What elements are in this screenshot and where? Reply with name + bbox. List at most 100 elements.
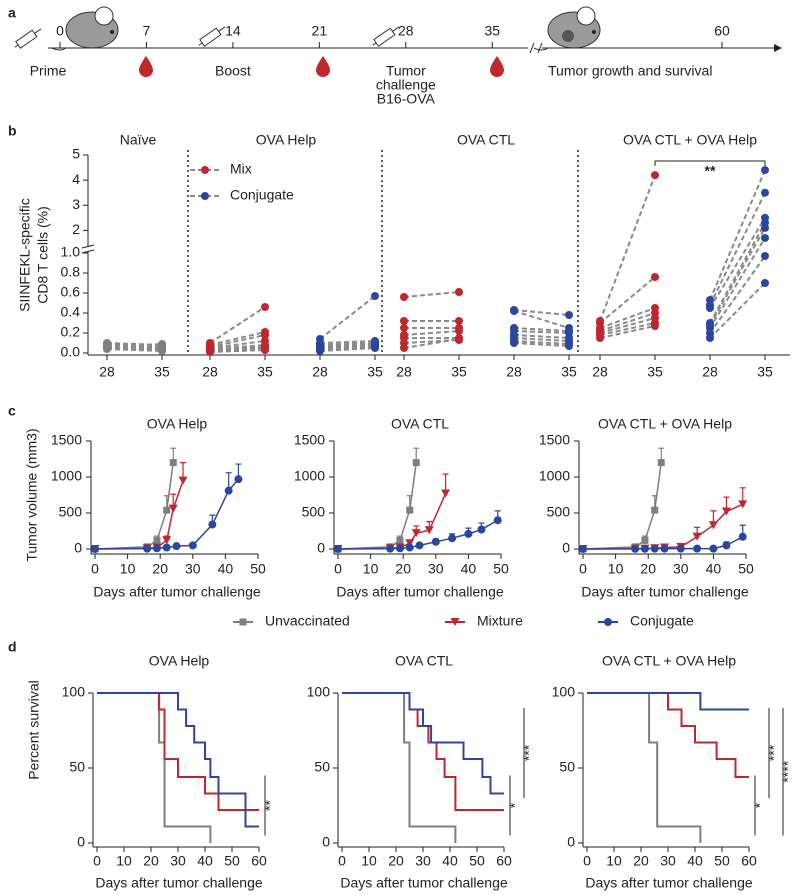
x-tick-label: 35	[647, 364, 663, 380]
x-tick-label: 10	[361, 853, 377, 869]
marker	[464, 529, 473, 538]
y-tick-label: 0	[77, 834, 85, 850]
x-tick-label: 20	[640, 561, 656, 577]
x-tick-label: 40	[461, 561, 477, 577]
x-tick-label: 20	[152, 561, 168, 577]
marker	[424, 526, 434, 535]
legend-label: Unvaccinated	[265, 613, 350, 629]
timeline-day: 60	[714, 23, 730, 39]
timeline-label: Tumor	[386, 63, 426, 79]
panel-label: c	[8, 403, 16, 419]
x-tick-label: 28	[506, 364, 522, 380]
x-tick-label: 28	[99, 364, 115, 380]
marker	[450, 618, 460, 626]
marker	[604, 618, 612, 626]
group-title: OVA CTL	[457, 132, 515, 148]
dot	[706, 304, 714, 312]
significance: *	[507, 802, 523, 808]
y-tick-label: 2	[72, 221, 80, 237]
y-tick-label: 4	[72, 171, 80, 187]
pair-line	[209, 306, 266, 344]
x-tick-label: 35	[757, 364, 773, 380]
pair-line	[513, 337, 570, 342]
pair-line	[709, 169, 766, 301]
series-line	[582, 536, 744, 550]
chart-title: OVA CTL	[391, 416, 449, 432]
timeline-label: B16-OVA	[377, 91, 436, 107]
x-tick-label: 50	[224, 853, 240, 869]
dot	[400, 317, 408, 325]
x-tick-label: 20	[388, 853, 404, 869]
syringe-icon	[14, 28, 42, 49]
dot	[651, 171, 659, 180]
x-tick-label: 35	[367, 364, 383, 380]
marker	[188, 541, 197, 550]
pair-line	[319, 340, 376, 344]
dot	[455, 327, 463, 335]
timeline-day: 14	[225, 23, 241, 39]
x-tick-label: 20	[143, 853, 159, 869]
dot	[565, 342, 573, 350]
pair-line	[709, 255, 766, 334]
survival-curve	[97, 692, 212, 843]
y-tick-label: 50	[314, 759, 330, 775]
timeline-label: Tumor growth and survival	[548, 63, 712, 79]
legend-label: Conjugate	[630, 613, 694, 629]
marker	[721, 507, 731, 516]
significance: ****	[780, 760, 796, 782]
marker	[441, 489, 451, 498]
dot	[261, 331, 269, 339]
x-axis-label: Days after tumor challenge	[95, 875, 263, 891]
x-tick-label: 50	[469, 853, 485, 869]
marker	[172, 542, 181, 551]
series-line	[337, 462, 417, 550]
marker	[396, 536, 404, 544]
pair-line	[106, 348, 163, 352]
y-tick-label: 0.0	[61, 344, 81, 360]
x-tick-label: 30	[415, 853, 431, 869]
dot	[761, 223, 769, 232]
y-axis-label: Percent survival	[26, 680, 42, 780]
x-tick-label: 35	[154, 364, 170, 380]
blood-drop	[316, 56, 330, 77]
y-tick-label: 1500	[294, 432, 325, 448]
dot	[206, 348, 214, 356]
y-tick-label: 100	[307, 684, 331, 700]
timeline-day: 28	[398, 23, 414, 39]
marker	[640, 544, 649, 553]
y-tick-label: 0.4	[61, 304, 81, 320]
pair-line	[106, 343, 163, 348]
marker	[738, 532, 747, 541]
timeline-day: 35	[484, 23, 500, 39]
dot	[510, 339, 518, 347]
x-tick-label: 30	[185, 561, 201, 577]
marker	[334, 545, 342, 553]
arrow-head	[774, 44, 782, 52]
marker	[650, 544, 659, 553]
x-tick-label: 50	[493, 561, 509, 577]
marker	[709, 544, 718, 553]
x-tick-label: 20	[395, 561, 411, 577]
timeline-day: 0	[56, 23, 64, 39]
dot	[261, 303, 269, 311]
pair-line	[209, 349, 266, 353]
x-tick-label: 35	[257, 364, 273, 380]
group-title: OVA CTL + OVA Help	[623, 132, 757, 148]
x-axis-label: Days after tumor challenge	[585, 875, 753, 891]
marker	[152, 544, 161, 553]
x-tick-label: 28	[202, 364, 218, 380]
y-tick-label: 1500	[539, 432, 570, 448]
marker	[579, 545, 587, 553]
pair-line	[709, 217, 766, 309]
y-tick-label: 1.0	[61, 244, 81, 260]
x-axis-label: Days after tumor challenge	[581, 584, 749, 600]
y-tick-label: 500	[547, 504, 571, 520]
syringe-icon	[198, 26, 226, 47]
marker	[708, 521, 718, 530]
marker	[386, 544, 395, 553]
y-tick-label: 0.6	[61, 284, 81, 300]
y-tick-label: 500	[59, 504, 83, 520]
marker	[168, 504, 178, 513]
chart-title: OVA CTL	[395, 653, 453, 669]
